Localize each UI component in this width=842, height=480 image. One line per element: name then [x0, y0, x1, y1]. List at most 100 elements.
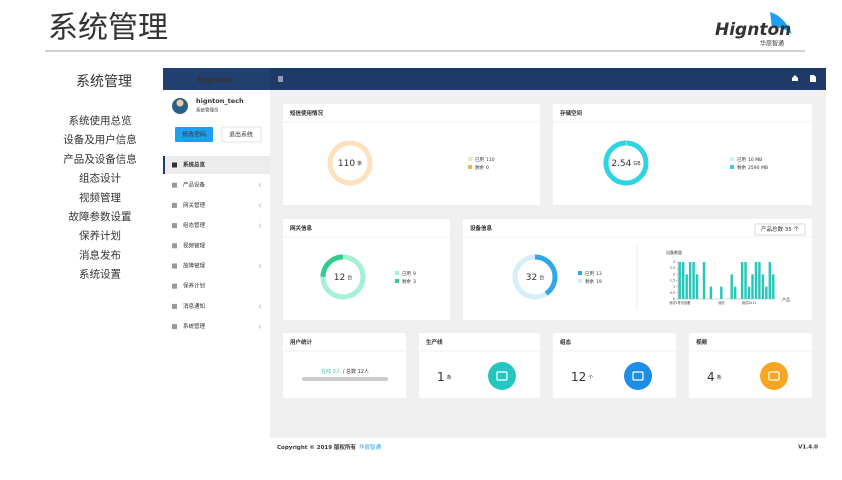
count-icon — [624, 362, 652, 390]
donut-center: 32 台 — [526, 273, 544, 283]
menu-item[interactable]: 视频管理 — [183, 241, 206, 249]
bar — [678, 262, 681, 299]
x-tick-label: 测试 — [718, 300, 725, 305]
y-tick-label: 0 — [673, 297, 675, 301]
legend-value: 9 — [413, 271, 416, 277]
legend-text: 剩余 2590 MB — [737, 164, 768, 171]
y-tick-label: 3 — [673, 260, 675, 264]
card-title: 短信使用情况 — [290, 109, 324, 117]
card-title: 生产线 — [426, 338, 443, 346]
center-value: 12 — [334, 273, 345, 283]
home-icon[interactable] — [792, 75, 798, 81]
y-tick-label: 1 — [673, 285, 675, 289]
company-link[interactable]: 华辰智通 — [359, 443, 382, 451]
donut-center: 110 条 — [338, 159, 362, 169]
legend-label: 剩余 — [402, 278, 411, 285]
bar — [740, 262, 744, 299]
bar — [751, 274, 754, 299]
menu-item[interactable]: 组态管理 — [183, 221, 206, 229]
legend-swatch — [468, 165, 472, 169]
x-tick-label: 测试1号仓设备 — [669, 300, 691, 305]
center-unit: 台 — [539, 274, 544, 281]
count-value: 1 — [437, 370, 445, 384]
center-unit: GB — [633, 161, 641, 167]
nav-title: 系统管理 — [76, 74, 132, 90]
bar — [747, 286, 751, 299]
y-tick-label: 1.5 — [670, 279, 675, 283]
bar — [758, 262, 761, 299]
menu-icon — [172, 283, 177, 289]
nav-item[interactable]: 系统使用总览 — [69, 114, 132, 127]
bar — [681, 262, 685, 299]
change-password-label[interactable]: 修改密码 — [182, 131, 206, 139]
nav-item[interactable]: 产品及设备信息 — [63, 152, 137, 165]
legend-label: 已用 — [737, 157, 746, 163]
product-count: 产品总数 35 个 — [761, 225, 799, 233]
nav-item[interactable]: 故障参数设置 — [69, 210, 132, 223]
nav-item[interactable]: 保养计划 — [79, 229, 121, 242]
bar — [761, 274, 765, 299]
menu-toggle[interactable] — [278, 76, 283, 82]
count-icon — [760, 362, 788, 390]
count-icon — [488, 362, 516, 390]
card — [553, 333, 676, 398]
menu-icon — [172, 223, 177, 229]
version: V1.4.0 — [798, 445, 818, 451]
legend-value: 19 — [596, 279, 602, 285]
card-title: 设备信息 — [470, 224, 493, 232]
user-role: 系统管理员 — [196, 107, 219, 114]
menu-item[interactable]: 网关管理 — [183, 201, 206, 209]
bar — [692, 262, 695, 299]
legend-text: 已用 9 — [402, 271, 416, 277]
legend-swatch — [578, 271, 582, 275]
menu-item[interactable]: 系统总览 — [183, 161, 206, 169]
logout-label[interactable]: 退出系统 — [229, 131, 253, 139]
legend-text: 剩余 3 — [402, 278, 416, 285]
legend-label: 已用 — [475, 157, 484, 163]
menu-icon — [172, 303, 177, 309]
chart-legend: 产品 — [782, 296, 790, 302]
menu-item[interactable]: 产品设备 — [183, 181, 206, 189]
menu-item[interactable]: 故障管理 — [183, 262, 206, 270]
legend-text: 已用 10 MB — [737, 157, 762, 163]
nav-item[interactable]: 消息发布 — [79, 248, 121, 261]
legend-unit: MB — [755, 157, 762, 163]
nav-item[interactable]: 组态设计 — [79, 172, 121, 185]
nav-item[interactable]: 系统设置 — [79, 268, 121, 281]
user-progress-track — [302, 377, 388, 381]
product-count-box — [754, 223, 806, 236]
x-tick-label: 测试2011 — [742, 300, 757, 305]
card — [689, 333, 812, 398]
nav-item[interactable]: 设备及用户信息 — [63, 133, 137, 146]
legend-label: 已用 — [402, 271, 411, 277]
menu-item[interactable]: 系统管理 — [183, 322, 206, 330]
legend-text: 剩余 0 — [475, 164, 489, 171]
user-name: hignton_tech — [196, 97, 244, 105]
legend-unit: MB — [761, 165, 768, 171]
logo: Hignton — [715, 20, 791, 40]
card — [283, 333, 406, 398]
file-icon[interactable] — [810, 75, 816, 82]
legend-swatch — [730, 157, 734, 161]
donut-segment — [320, 254, 366, 300]
logo-mark — [770, 12, 792, 34]
sidebar — [163, 90, 270, 455]
menu-active-bar — [163, 156, 165, 174]
legend-text: 已用 13 — [585, 271, 602, 277]
logout-button[interactable] — [221, 126, 262, 143]
card-title: 网关信息 — [290, 224, 313, 232]
menu-chevron — [258, 203, 262, 208]
menu-item[interactable]: 保养计划 — [183, 282, 205, 290]
bar — [733, 286, 737, 299]
menu-chevron — [258, 304, 262, 309]
count-value: 4 — [707, 370, 715, 384]
y-tick-label: 2.5 — [670, 266, 675, 270]
menu-icon — [172, 162, 177, 168]
change-password-button[interactable] — [175, 127, 213, 142]
menu-item[interactable]: 消息通知 — [183, 302, 205, 310]
nav-item[interactable]: 视频管理 — [79, 191, 121, 204]
card — [463, 219, 812, 320]
donut-segment — [603, 140, 649, 186]
